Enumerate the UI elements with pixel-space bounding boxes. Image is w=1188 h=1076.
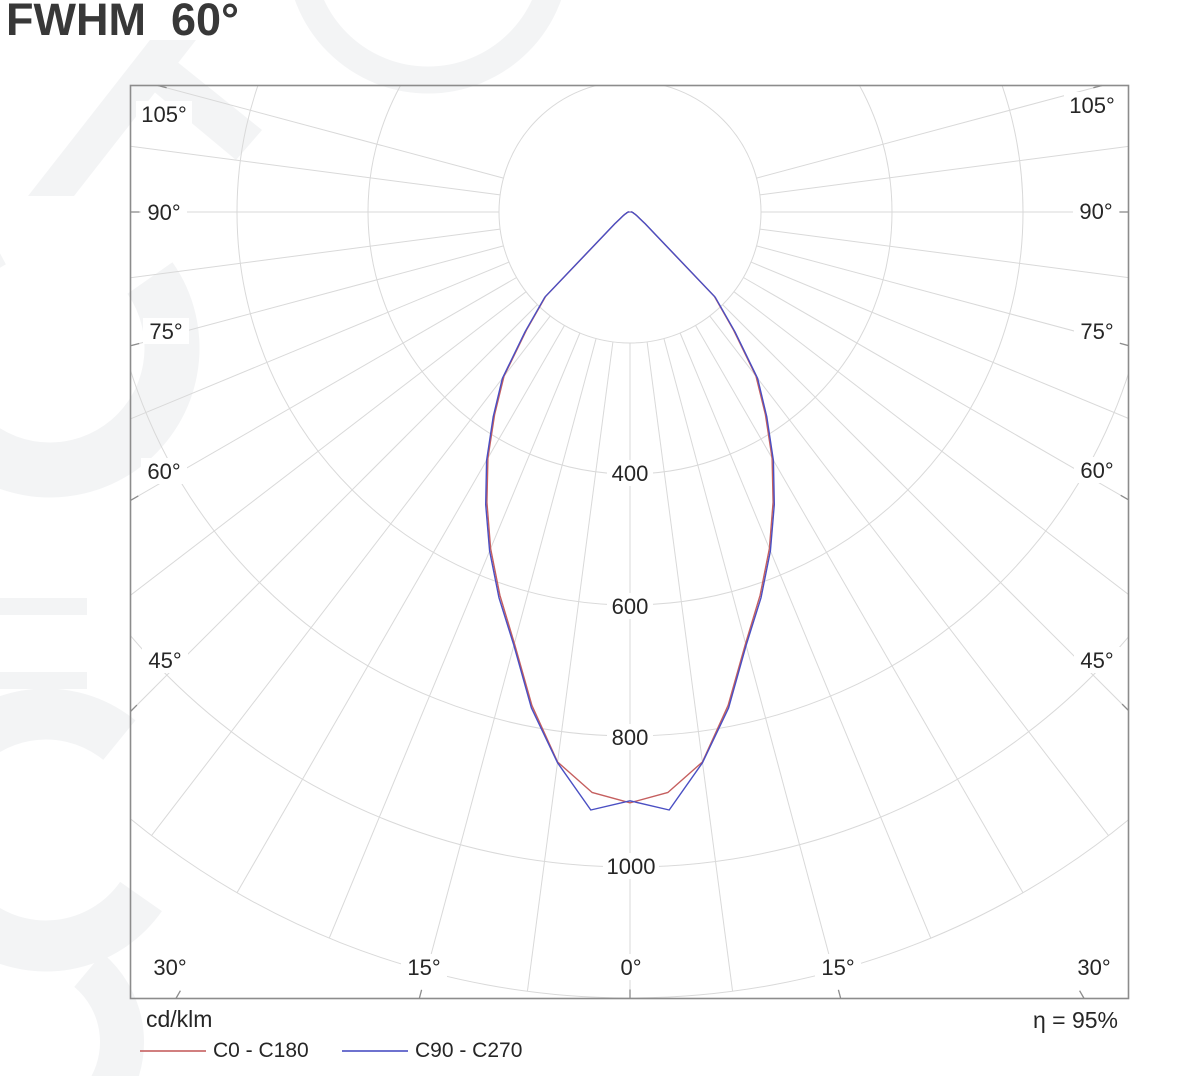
grid-ray--22.5 bbox=[328, 332, 581, 939]
frame-tick-R15 bbox=[837, 989, 842, 999]
grid-ray-75 bbox=[756, 245, 1129, 347]
legend-item-c0-c180: C0 - C180 bbox=[140, 1039, 309, 1062]
grid-ray-60 bbox=[743, 277, 1129, 501]
page-title: FWHM 60° bbox=[6, 0, 239, 45]
ring-label-400-bg bbox=[607, 460, 653, 486]
unit-label: cd/klm bbox=[146, 1006, 213, 1032]
angle-label-bottom-3-bg bbox=[815, 954, 861, 980]
angle-label-bottom-4-bg bbox=[1071, 954, 1117, 980]
angle-label-right-1-bg bbox=[1074, 457, 1120, 483]
grid-ray-22.5 bbox=[679, 332, 932, 939]
frame-tick-L45 bbox=[130, 704, 138, 712]
grid-ray--7.5 bbox=[526, 341, 614, 992]
frame-tick-R75 bbox=[1119, 342, 1129, 347]
frame-tick-L60 bbox=[130, 495, 139, 501]
angle-label-left-1: 90° bbox=[147, 200, 180, 225]
grid-ray--75 bbox=[130, 245, 504, 347]
angle-label-right-0: 45° bbox=[1080, 648, 1113, 673]
angle-label-left-2-bg bbox=[143, 318, 189, 344]
angle-label-bottom-1: 15° bbox=[407, 955, 440, 980]
grid-ray--60 bbox=[130, 277, 517, 501]
angle-label-left-0: 105° bbox=[141, 102, 187, 127]
angle-label-right-1: 60° bbox=[1080, 458, 1113, 483]
angle-label-right-0-bg bbox=[1074, 647, 1120, 673]
angle-label-right-4: 105° bbox=[1069, 93, 1115, 118]
ring-label-600-bg bbox=[607, 593, 653, 619]
plot-area bbox=[130, 85, 1129, 999]
watermark-shapes bbox=[0, 0, 562, 1076]
angle-label-left-0-bg bbox=[136, 101, 192, 127]
grid-ray--52.5 bbox=[130, 291, 527, 596]
grid-ray-45 bbox=[722, 304, 1129, 712]
grid-ray--37.5 bbox=[151, 315, 551, 836]
ring-label-800: 800 bbox=[612, 725, 649, 750]
ring-label-400: 400 bbox=[612, 461, 649, 486]
angle-label-right-2: 75° bbox=[1080, 319, 1113, 344]
grid-ray--105 bbox=[155, 85, 504, 179]
ring-label-800-bg bbox=[607, 724, 653, 750]
grid-ray--15 bbox=[426, 338, 597, 972]
angle-label-right-2-bg bbox=[1074, 318, 1120, 344]
efficiency-label: η = 95% bbox=[1032, 1007, 1118, 1033]
grid-ray-105 bbox=[756, 85, 1105, 179]
angle-label-left-1-bg bbox=[141, 199, 187, 225]
angle-label-bottom-3: 15° bbox=[821, 955, 854, 980]
grid-ray--97.5 bbox=[130, 145, 501, 196]
frame-tick-L75 bbox=[130, 342, 140, 347]
angle-label-bottom-1-bg bbox=[401, 954, 447, 980]
grid-ray-97.5 bbox=[759, 145, 1129, 196]
legend-label-c0-c180: C0 - C180 bbox=[213, 1039, 309, 1062]
angle-label-right-3-bg bbox=[1073, 198, 1119, 224]
grid-ray-37.5 bbox=[709, 315, 1109, 836]
angle-label-bottom-4: 30° bbox=[1077, 955, 1110, 980]
legend-label-c90-c270: C90 - C270 bbox=[415, 1039, 523, 1062]
angle-label-right-4-bg bbox=[1064, 92, 1120, 118]
legend-swatch-c90-c270 bbox=[342, 1050, 408, 1052]
angle-label-bottom-0: 30° bbox=[153, 955, 186, 980]
ring-label-1000: 1000 bbox=[607, 854, 656, 879]
grid-ray-30 bbox=[695, 325, 1024, 893]
ring-label-1000-bg bbox=[603, 853, 659, 879]
legend-item-c90-c270: C90 - C270 bbox=[342, 1039, 523, 1062]
angle-label-bottom-0-bg bbox=[147, 954, 193, 980]
grid-ray--45 bbox=[130, 304, 538, 713]
angle-label-bottom-2: 0° bbox=[620, 955, 641, 980]
angle-label-left-2: 75° bbox=[149, 319, 182, 344]
grid-ray-7.5 bbox=[646, 341, 734, 992]
grid-ray-52.5 bbox=[733, 291, 1129, 596]
frame-tick-R30 bbox=[1079, 990, 1085, 999]
ring-label-600: 600 bbox=[612, 594, 649, 619]
grid-ray--82.5 bbox=[130, 228, 501, 279]
grid-ray-82.5 bbox=[759, 228, 1129, 279]
grid-ring-1200 bbox=[130, 817, 1129, 999]
frame-tick-L30 bbox=[175, 990, 181, 999]
chart-frame bbox=[129, 84, 1130, 1000]
angle-label-left-4: 45° bbox=[148, 648, 181, 673]
angle-label-left-3: 60° bbox=[147, 459, 180, 484]
grid-ray--67.5 bbox=[130, 261, 510, 420]
angle-label-right-3: 90° bbox=[1079, 199, 1112, 224]
angle-label-left-3-bg bbox=[141, 458, 187, 484]
angle-label-left-4-bg bbox=[142, 647, 188, 673]
angle-label-bottom-2-bg bbox=[615, 954, 647, 980]
frame-tick-R60 bbox=[1120, 494, 1129, 501]
legend-swatch-c0-c180 bbox=[140, 1050, 206, 1052]
curve-c90-c270 bbox=[485, 211, 775, 811]
grid-ray-15 bbox=[663, 338, 834, 972]
grid-ring-1000 bbox=[130, 634, 1129, 868]
frame-tick-R45 bbox=[1121, 703, 1129, 711]
grid-ray-67.5 bbox=[750, 261, 1129, 420]
frame-tick-L15 bbox=[418, 989, 423, 999]
grid-ray--30 bbox=[236, 325, 565, 893]
